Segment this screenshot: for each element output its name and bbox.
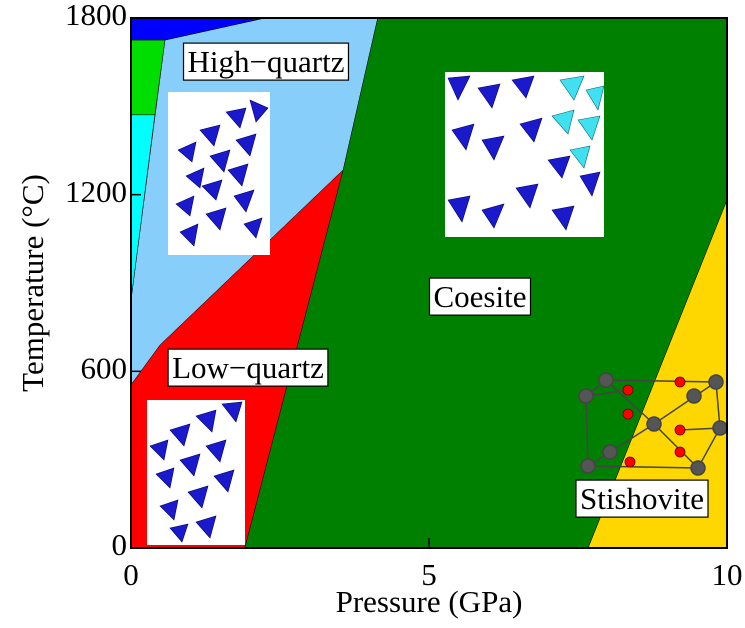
coesite-inset xyxy=(445,72,604,237)
high-quartz-inset xyxy=(168,92,270,255)
region-label: Low−quartz xyxy=(172,350,324,385)
x-tick-label: 10 xyxy=(712,557,743,592)
region-label: Coesite xyxy=(434,279,527,314)
x-tick-label: 0 xyxy=(123,557,139,592)
region-label: High−quartz xyxy=(188,44,345,79)
x-axis-title: Pressure (GPa) xyxy=(336,584,523,619)
region-label: Stishovite xyxy=(580,481,704,516)
chart: High−quartz Low−quartz Coesite Stishovite 0… xyxy=(0,0,745,628)
y-tick-label: 0 xyxy=(112,527,128,562)
page: {"chart_data": { "type": "area", "x_labe… xyxy=(0,0,745,628)
y-tick-label: 600 xyxy=(81,350,128,385)
y-tick-label: 1200 xyxy=(65,174,127,209)
y-tick-label: 1800 xyxy=(65,0,127,32)
y-axis-title: Temperature (°C) xyxy=(15,174,50,392)
low-quartz-inset xyxy=(147,400,245,545)
